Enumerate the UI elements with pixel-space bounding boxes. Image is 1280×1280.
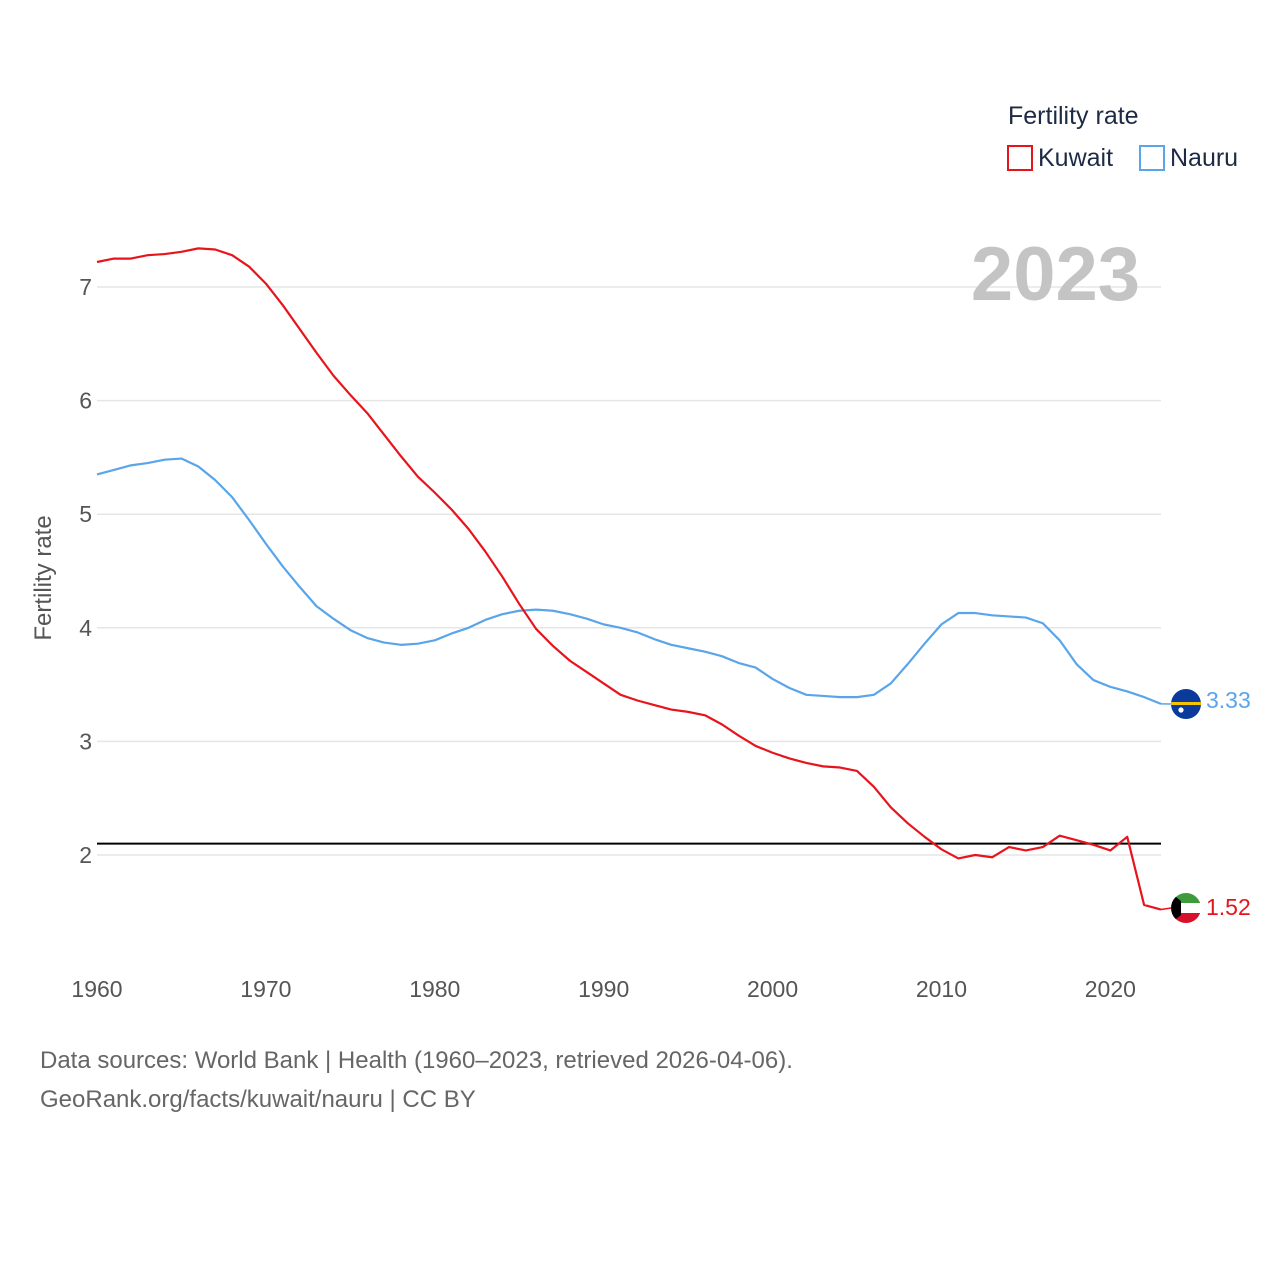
x-tick-label: 2000: [747, 976, 798, 1002]
series-end-markers: [1160, 703, 1172, 911]
x-tick-label: 1980: [409, 976, 460, 1002]
series-line-kuwait[interactable]: [96, 247, 1162, 911]
legend-item-nauru[interactable]: Nauru: [1139, 144, 1238, 172]
x-tick-label: 1960: [71, 976, 122, 1002]
legend: Fertility rate Kuwait Nauru: [1007, 102, 1238, 172]
series-line-nauru[interactable]: [96, 457, 1162, 705]
x-tick-label: 2020: [1085, 976, 1136, 1002]
legend-swatch-nauru: [1139, 145, 1165, 171]
kuwait-end-value-label: 1.52: [1206, 894, 1251, 920]
kuwait-flag-icon: [1171, 893, 1201, 923]
series-lines: [96, 247, 1162, 911]
x-tick-label: 1970: [240, 976, 291, 1002]
x-tick-label: 1990: [578, 976, 629, 1002]
y-axis-label: Fertility rate: [30, 515, 57, 640]
y-tick-label: 2: [79, 842, 92, 868]
fertility-rate-chart: 2 3 4 5 6 7 1960 1970 1980 1990 2000 2010 2020 Fert…: [30, 102, 1251, 1002]
nauru-end-value-label: 3.33: [1206, 687, 1251, 713]
x-axis-ticks: 1960 1970 1980 1990 2000 2010 2020: [71, 976, 1136, 1002]
legend-swatch-kuwait: [1007, 145, 1033, 171]
current-year-label: 2023: [971, 232, 1140, 317]
source-line-2: GeoRank.org/facts/kuwait/nauru | CC BY: [40, 1086, 476, 1113]
y-tick-label: 7: [79, 274, 92, 300]
legend-item-kuwait[interactable]: Kuwait: [1007, 144, 1113, 172]
source-line-1: Data sources: World Bank | Health (1960–…: [40, 1047, 793, 1074]
legend-label-kuwait: Kuwait: [1038, 144, 1113, 172]
legend-title: Fertility rate: [1008, 102, 1139, 130]
legend-label-nauru: Nauru: [1170, 144, 1238, 172]
y-tick-label: 6: [79, 388, 92, 414]
y-tick-label: 5: [79, 501, 92, 527]
x-tick-label: 2010: [916, 976, 967, 1002]
end-connector-kuwait: [1160, 907, 1172, 911]
y-tick-label: 4: [79, 615, 92, 641]
y-axis-ticks: 2 3 4 5 6 7: [79, 274, 92, 868]
y-tick-label: 3: [79, 728, 92, 754]
nauru-flag-icon: [1171, 689, 1201, 719]
gridlines: [97, 286, 1161, 856]
